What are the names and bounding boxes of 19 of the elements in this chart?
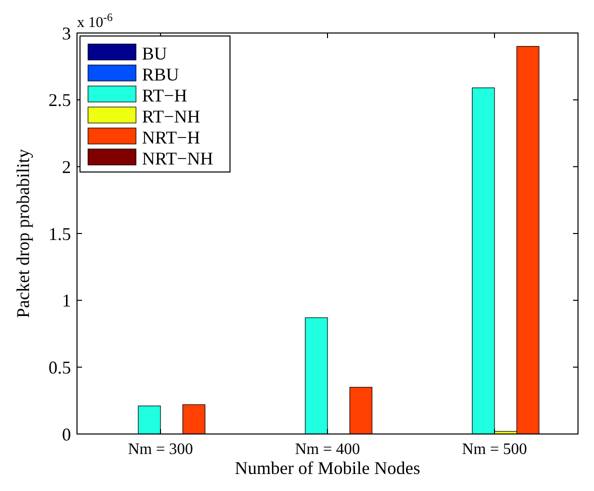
legend-label: RT−NH bbox=[142, 106, 200, 126]
legend-label: RBU bbox=[142, 64, 180, 84]
legend-label: NRT−NH bbox=[142, 148, 214, 168]
legend-label: BU bbox=[142, 43, 168, 64]
y-axis-title: Packet drop probability bbox=[13, 149, 33, 318]
y-tick-label: 2.5 bbox=[48, 90, 71, 110]
legend-label: NRT−H bbox=[142, 127, 200, 148]
x-tick-label: Nm = 500 bbox=[462, 441, 528, 458]
text: x 10$^{-6}$ bbox=[77, 12, 113, 31]
y-tick-label: 0 bbox=[62, 424, 71, 444]
y-tick-label: 3 bbox=[62, 23, 71, 44]
y-tick-label: 1 bbox=[62, 290, 71, 311]
y-tick-label: 1.5 bbox=[48, 224, 71, 244]
x-axis-title: Number of Mobile Nodes bbox=[234, 458, 420, 478]
y-tick-label: 0.5 bbox=[48, 357, 71, 378]
legend-label: RT−H bbox=[142, 85, 188, 106]
x-tick-label: Nm = 300 bbox=[128, 441, 194, 458]
y-tick-label: 2 bbox=[62, 156, 71, 177]
x-tick-label: Nm = 400 bbox=[294, 441, 360, 458]
